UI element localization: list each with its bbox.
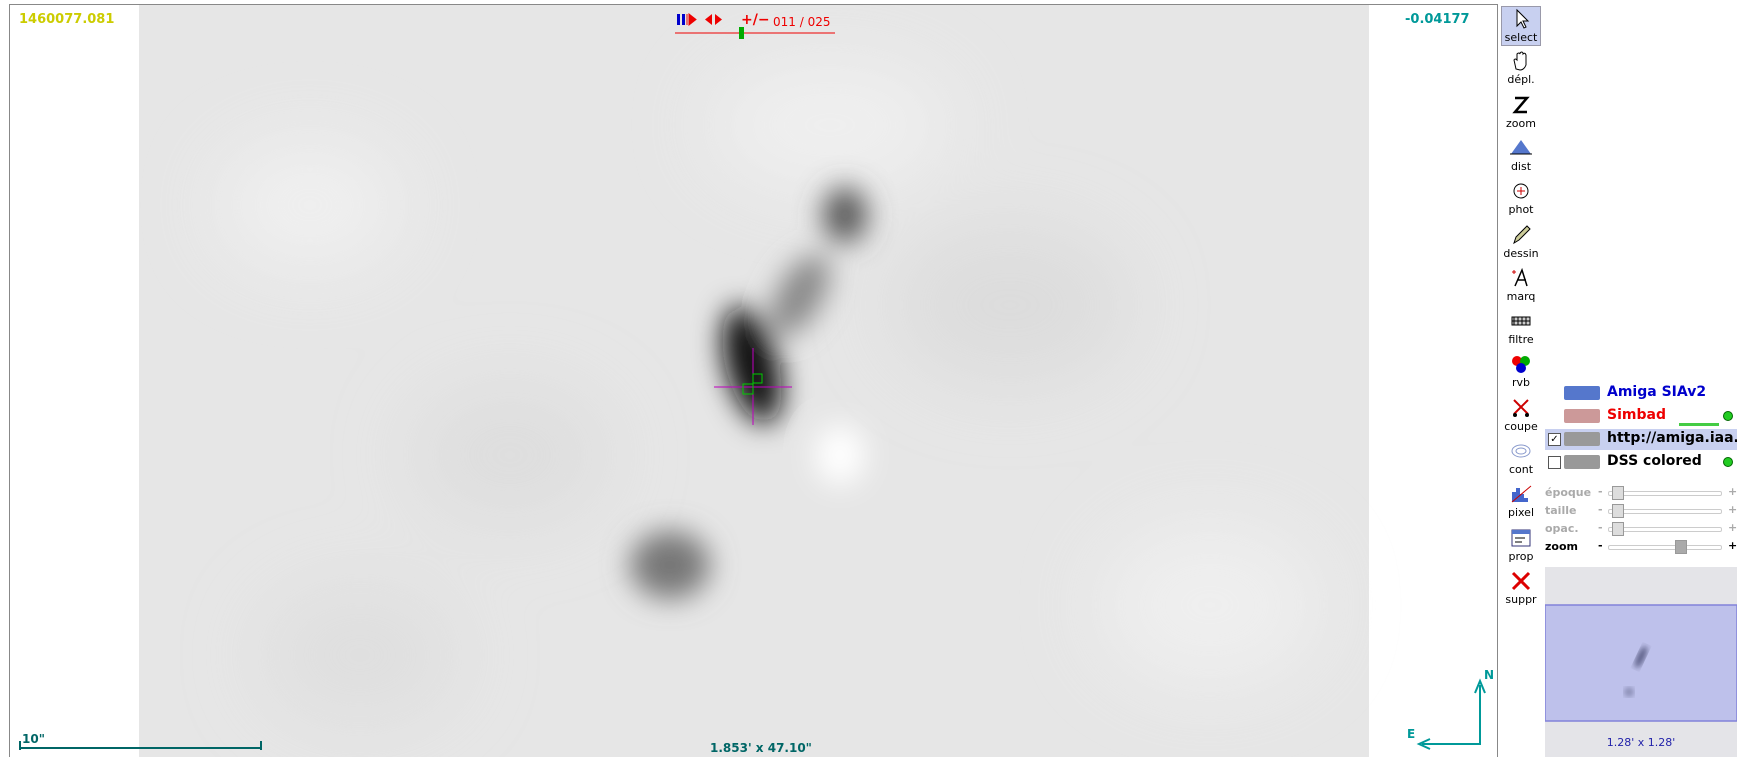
- tool-label: zoom: [1506, 116, 1536, 130]
- layer-status: [1723, 457, 1733, 467]
- tool-label: prop: [1508, 549, 1534, 563]
- slider-track: [1608, 527, 1722, 532]
- tool-label: suppr: [1505, 592, 1537, 606]
- pixel-value: -0.04177: [1405, 12, 1470, 27]
- layer-progress: [1679, 423, 1719, 426]
- tool-button[interactable]: phot: [1501, 179, 1541, 216]
- layer-checkbox[interactable]: [1548, 456, 1561, 469]
- scale-label: 10": [22, 732, 45, 746]
- tool-icon: [1512, 96, 1530, 113]
- north-label: N: [1484, 668, 1495, 682]
- slider-track: [1608, 491, 1722, 496]
- tool-button[interactable]: pixel: [1501, 482, 1541, 519]
- frame-counter: 011 / 025: [773, 15, 831, 29]
- tool-label: dessin: [1503, 246, 1539, 260]
- slider-plus: +: [1728, 521, 1737, 534]
- tool-label: dépl.: [1507, 73, 1535, 87]
- slider-thumb: [1612, 504, 1624, 518]
- layer-row[interactable]: Simbad: [1545, 406, 1737, 427]
- thumbnail[interactable]: 1.28' x 1.28': [1545, 567, 1737, 757]
- tool-icon: [1513, 398, 1529, 417]
- slider-row: taille - +: [1545, 503, 1737, 519]
- slider-minus: -: [1598, 521, 1603, 534]
- layer-row[interactable]: ✓ http://amiga.iaa.es:: [1545, 429, 1737, 450]
- slider-plus: +: [1728, 539, 1737, 552]
- tool-button[interactable]: marq: [1501, 266, 1541, 303]
- tool-icon: [1513, 51, 1527, 71]
- tool-icon: [1510, 139, 1532, 155]
- tool-button[interactable]: suppr: [1501, 569, 1541, 606]
- tool-icon: [1513, 183, 1529, 199]
- slider-label: opac.: [1545, 522, 1579, 535]
- tool-label: select: [1504, 31, 1538, 44]
- tool-label: cont: [1508, 463, 1534, 476]
- player-controls[interactable]: [676, 12, 736, 28]
- tool-button[interactable]: coupe: [1501, 396, 1541, 433]
- tool-label: rvb: [1511, 376, 1530, 390]
- sky-image: [19, 5, 1486, 757]
- layer-icon: [1564, 432, 1600, 446]
- slider-thumb: [1612, 486, 1624, 500]
- layer-icon: [1564, 455, 1600, 469]
- slider-label: époque: [1545, 486, 1592, 499]
- tool-icon: [1513, 224, 1531, 244]
- thumbnail-label: 1.28' x 1.28': [1606, 736, 1676, 749]
- tool-label: marq: [1506, 289, 1536, 303]
- east-label: E: [1407, 727, 1416, 741]
- tool-button[interactable]: rvb: [1501, 352, 1541, 389]
- slider-minus: -: [1598, 503, 1603, 516]
- slider-label: taille: [1545, 504, 1577, 517]
- slider-label: zoom: [1545, 540, 1578, 553]
- slider-row[interactable]: zoom - +: [1545, 539, 1737, 555]
- tool-icon: [1511, 529, 1531, 547]
- tool-icon: [1516, 8, 1530, 29]
- tool-button[interactable]: filtre: [1501, 309, 1541, 346]
- layer-name: Amiga SIAv2: [1607, 384, 1707, 400]
- tool-label: phot: [1508, 203, 1534, 217]
- slider-row: époque - +: [1545, 485, 1737, 501]
- thumbnail-image: [1545, 567, 1737, 757]
- slider-thumb: [1675, 540, 1687, 554]
- layer-icon: [1564, 409, 1600, 423]
- layer-name: http://amiga.iaa.es:: [1607, 430, 1737, 446]
- tool-button[interactable]: prop: [1501, 526, 1541, 563]
- slider-plus: +: [1728, 503, 1737, 516]
- layer-status: [1723, 411, 1733, 421]
- layer-icon: [1564, 386, 1600, 400]
- tool-button[interactable]: dessin: [1501, 223, 1541, 260]
- slider-minus: -: [1598, 485, 1603, 498]
- slider-track: [1608, 509, 1722, 514]
- layer-row[interactable]: Amiga SIAv2: [1545, 383, 1737, 404]
- layer-row[interactable]: DSS colored: [1545, 452, 1737, 473]
- slider-minus: -: [1598, 539, 1603, 552]
- tool-button[interactable]: zoom: [1501, 93, 1541, 130]
- tool-label: dist: [1510, 159, 1532, 173]
- main-view: 1460077.081 -0.04177 +/− 011 / 025 10" 1…: [9, 4, 1498, 757]
- tool-button[interactable]: dépl.: [1501, 49, 1541, 86]
- slider-thumb: [1612, 522, 1624, 536]
- tool-button[interactable]: select: [1501, 6, 1541, 46]
- tool-button[interactable]: dist: [1501, 136, 1541, 173]
- tool-icon: [1512, 267, 1528, 287]
- tool-label: pixel: [1507, 506, 1535, 520]
- layer-name: Simbad: [1607, 407, 1666, 423]
- plus-minus[interactable]: +/−: [741, 12, 770, 28]
- tool-icon: [1511, 485, 1532, 503]
- field-of-view: 1.853' x 47.10": [710, 741, 812, 755]
- tool-label: filtre: [1508, 333, 1534, 347]
- layer-checkbox[interactable]: ✓: [1548, 433, 1561, 446]
- tool-icon: [1511, 316, 1531, 326]
- tool-icon: [1512, 356, 1530, 374]
- slider-track: [1608, 545, 1722, 550]
- layer-name: DSS colored: [1607, 453, 1702, 469]
- coord-value: 1460077.081: [19, 12, 115, 27]
- tool-label: coupe: [1504, 419, 1538, 433]
- tool-icon: [1511, 571, 1531, 590]
- slider-plus: +: [1728, 485, 1737, 498]
- tool-icon: [1511, 444, 1531, 458]
- tool-button[interactable]: cont: [1501, 439, 1541, 476]
- slider-row: opac. - +: [1545, 521, 1737, 537]
